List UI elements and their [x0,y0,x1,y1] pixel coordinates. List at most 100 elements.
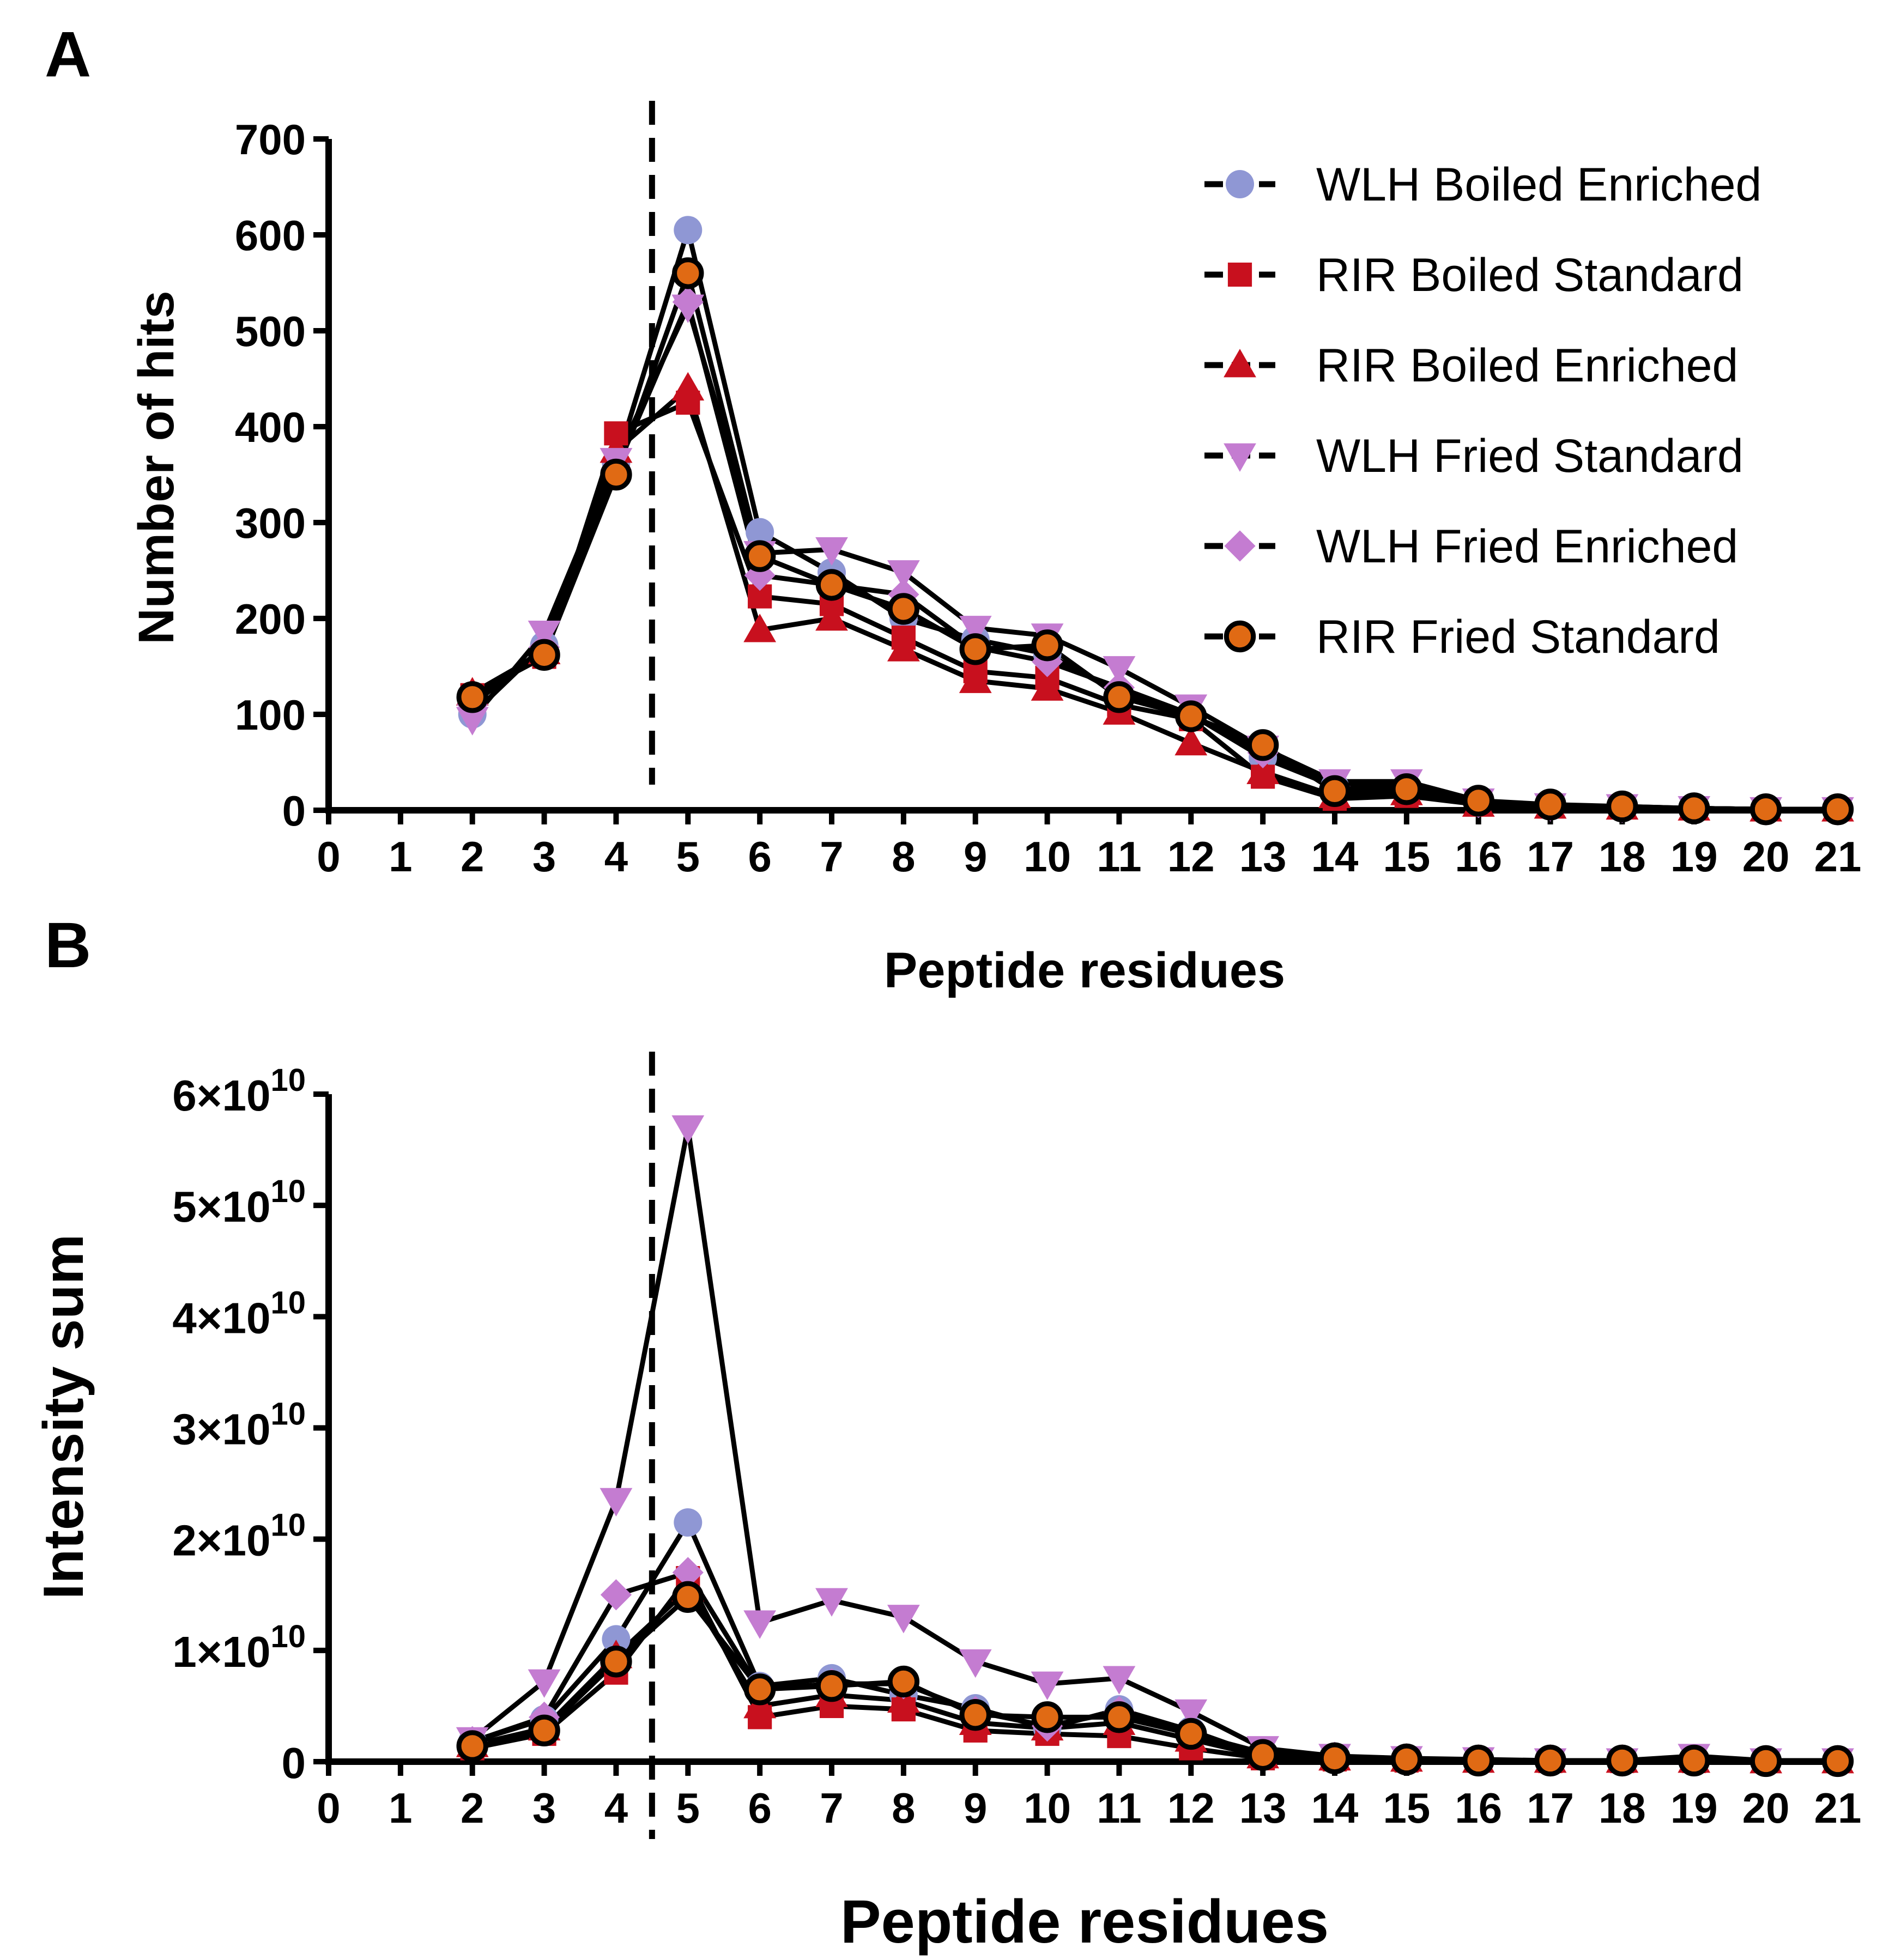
legend-marker [1224,530,1256,562]
panel-a-data-point [1821,793,1854,826]
panel-b-x-tick-label: 7 [820,1784,843,1832]
legend-marker [1224,443,1256,472]
panel-b-y-tick-label: 2×1010 [172,1508,306,1565]
panel-a-x-tick-label: 17 [1527,833,1574,881]
panel-a-y-tick-label: 400 [235,403,306,451]
panel-a-x-tick-label: 21 [1814,833,1862,881]
panel-a-y-tick-label: 600 [235,211,306,259]
panel-b-data-point [602,1625,631,1654]
panel-b-series-line [471,1594,1838,1764]
panel-a-data-point [959,664,992,693]
panel-b-series-line [471,1587,1838,1764]
panel-b-data-point [1462,1744,1494,1777]
panel-a-x-tick-label: 0 [317,833,340,881]
legend-label: RIR Boiled Standard [1316,249,1743,301]
panel-a-y-tick-label: 700 [235,116,306,163]
panel-a-x-tick-label: 10 [1024,833,1071,881]
panel-a-data-point [959,616,992,645]
panel-b-x-tick-label: 20 [1742,1784,1790,1832]
panel-a-x-tick-label: 14 [1311,833,1359,881]
panel-a-data-point [1318,775,1351,808]
panel-a-x-tick-label: 2 [461,833,484,881]
panel-b-x-tick-label: 19 [1670,1784,1718,1832]
panel-a-y-tick-label: 0 [282,787,306,835]
legend-label: WLH Fried Enriched [1316,520,1738,573]
panel-a-data-point [959,633,991,665]
panel-a-data-point [1390,773,1423,805]
panel-a-x-tick-label: 16 [1455,833,1502,881]
panel-a-data-point [815,537,848,566]
panel-a-data-point [671,372,705,401]
panel-b-x-axis-label: Peptide residues [840,1888,1329,1956]
panel-a-data-point [672,286,704,318]
panel-a-y-tick-label: 500 [235,307,306,355]
panel-a-data-point [815,602,848,631]
panel-b-data-point [1103,1666,1136,1695]
panel-b-data-point [959,1649,992,1678]
panel-a-data-point [743,614,777,642]
panel-b-data-point [1103,1701,1135,1733]
panel-b-label: B [45,909,91,981]
panel-b-data-point [959,1699,991,1731]
panel-a-x-tick-label: 9 [964,833,987,881]
panel-b-x-tick-label: 17 [1527,1784,1574,1832]
panel-a-x-tick-label: 11 [1097,833,1141,881]
panel-a-x-tick-label: 4 [604,833,628,881]
panel-a-data-point [1606,790,1638,823]
legend-label: WLH Fried Standard [1316,430,1743,482]
panel-a-series-line [470,227,1838,812]
panel-a-x-tick-label: 5 [676,833,700,881]
panel-b-x-tick-label: 5 [676,1784,700,1832]
panel-a-x-tick-label: 12 [1167,833,1215,881]
panel-b-x-tick-label: 3 [532,1784,556,1832]
panel-b-y-tick-label: 3×1010 [172,1397,306,1454]
panel-a-x-tick-label: 6 [748,833,771,881]
panel-b-x-tick-label: 10 [1024,1784,1071,1832]
panel-a-data-point [1031,672,1064,701]
panel-a-data-point [1175,700,1207,732]
legend-marker [1226,170,1254,198]
panel-a-label: A [45,19,91,90]
panel-a-data-point [600,458,632,491]
panel-b-x-tick-label: 16 [1455,1784,1502,1832]
panel-b-data-point [1031,1701,1063,1733]
legend-label: RIR Fried Standard [1316,611,1720,663]
legend-label: WLH Boiled Enriched [1316,159,1761,211]
panel-b-x-tick-label: 6 [748,1784,771,1832]
panel-a-data-point [815,569,848,601]
panel-b-x-tick-label: 9 [964,1784,987,1832]
panel-b-data-point [600,1488,633,1517]
panel-a-data-point [674,216,703,245]
panel-a-x-tick-label: 15 [1383,833,1430,881]
panel-b-data-point [672,1557,704,1588]
panel-b-x-tick-label: 13 [1239,1784,1287,1832]
panel-a-y-axis-label: Number of hits [129,290,184,644]
legend-label: RIR Boiled Enriched [1316,339,1738,392]
panel-b-x-tick-label: 4 [604,1784,628,1832]
panel-a-data-point [1246,729,1279,761]
panel-a-y-tick-label: 200 [235,595,306,643]
panel-a-data-point [1103,656,1136,685]
panel-b-y-tick-label: 0 [282,1739,306,1787]
panel-a-y-tick-label: 300 [235,499,306,547]
panel-b-x-tick-label: 18 [1599,1784,1646,1832]
panel-a-x-tick-label: 7 [820,833,843,881]
panel-a-data-point [1103,681,1135,713]
panel-b-x-tick-label: 2 [461,1784,484,1832]
panel-a-data-point [887,593,920,625]
panel-b-data-point [674,1508,703,1537]
panel-a-data-point [1749,793,1782,826]
panel-b-data-point [743,1673,776,1706]
panel-a-x-axis-label: Peptide residues [884,943,1285,998]
panel-b-x-tick-label: 12 [1167,1784,1215,1832]
panel-b-data-point [671,1115,705,1144]
panel-b-data-point [1678,1744,1710,1777]
panel-b-data-point [456,1730,488,1762]
panel-a-x-tick-label: 8 [892,833,915,881]
panel-a-data-point [456,681,488,713]
panel-b-y-tick-label: 4×1010 [172,1285,306,1342]
panel-b-data-point [1175,1718,1207,1750]
panel-a-data-point [456,707,489,736]
panel-a-data-point [887,560,920,589]
